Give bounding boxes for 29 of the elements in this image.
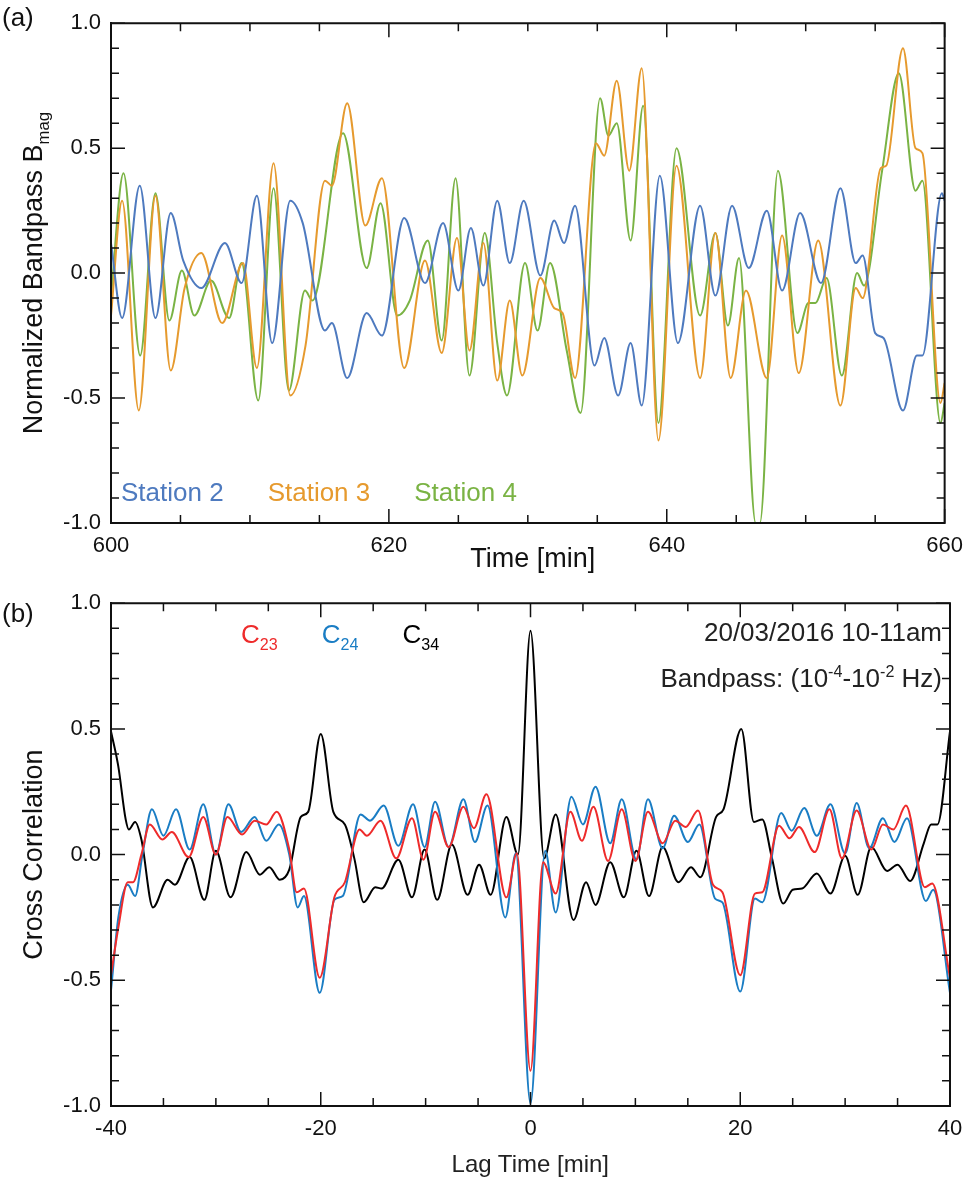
chart-title: (b) (2, 598, 34, 628)
x-tick-label: 640 (648, 532, 686, 558)
x-tick-label: 600 (92, 532, 130, 558)
y-tick-label: -1.0 (63, 509, 101, 535)
y-tick-label: -1.0 (63, 1092, 101, 1118)
x-tick-label: 660 (926, 532, 964, 558)
y-tick-label: 1.0 (70, 589, 101, 615)
y-axis-title: Normalized Bandpass Bmag (18, 111, 53, 435)
x-tick-label: 40 (937, 1115, 963, 1141)
y-tick-label: 1.0 (70, 9, 101, 35)
y-tick-label: -0.5 (63, 384, 101, 410)
x-tick-label: 20 (728, 1115, 753, 1141)
x-axis-title: Time [min] (470, 543, 596, 573)
y-tick-label: 0.5 (70, 714, 101, 740)
chart-title: (a) (2, 2, 34, 32)
y-tick-label: -0.5 (63, 966, 101, 992)
y-axis-title: Cross Correlation (18, 749, 48, 960)
x-tick-label: 0 (524, 1115, 537, 1141)
text: Station 3 (267, 477, 371, 507)
text: Station 2 (121, 477, 224, 507)
y-tick-label: 0.0 (70, 840, 101, 866)
x-tick-label: 620 (370, 532, 408, 558)
x-tick-label: -20 (304, 1115, 337, 1141)
y-tick-label: 0.5 (70, 134, 101, 160)
x-tick-label: -40 (95, 1115, 127, 1141)
y-tick-label: 0.0 (70, 259, 101, 285)
annotation: 20/03/2016 10-11am (703, 617, 943, 648)
text: Station 4 (414, 477, 517, 507)
x-axis-title: Lag Time [min] (451, 1150, 609, 1177)
